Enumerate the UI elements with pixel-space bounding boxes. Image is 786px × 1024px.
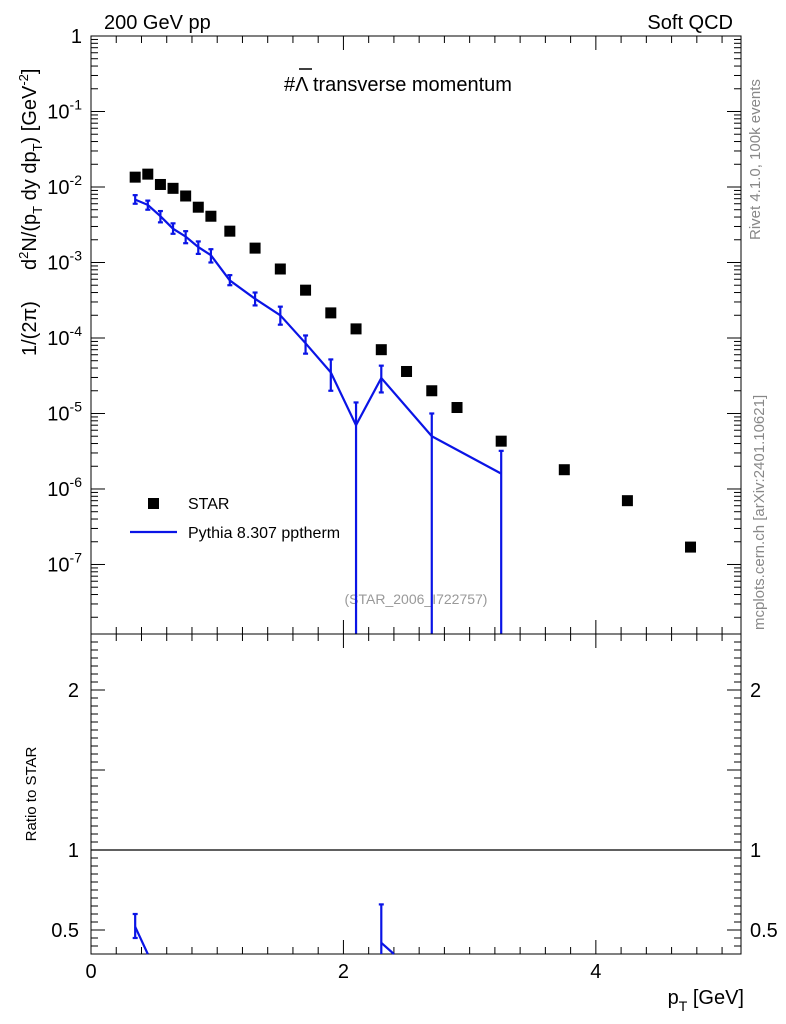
ratio-panel: 0.5 0.5 1 1 2 2 0 2 4 Ratio to STAR pT [GeV] (23, 633, 778, 1014)
tick-base: 1 (71, 26, 82, 48)
star-data-point (180, 190, 192, 202)
tick-base: 10 (47, 403, 69, 425)
title-prefix: # (284, 74, 296, 96)
y-axis-label-prefix: 1/(2π) (19, 301, 41, 356)
main-y-tick-label: 10-3 (47, 247, 82, 274)
main-frame (90, 35, 742, 635)
ratio-axis-ticks (90, 633, 741, 955)
legend-star-label: STAR (188, 496, 229, 513)
star-data-point (401, 365, 413, 377)
mcplots-label: mcplots.cern.ch [arXiv:2401.10621] (751, 395, 768, 630)
star-data-point (325, 307, 337, 319)
ylabel-sup-m2: -2 (16, 74, 31, 86)
tick-base: 10 (47, 479, 69, 501)
ratio-y-tick-label-right: 0.5 (750, 920, 778, 942)
ylabel-sub-t2: T (30, 143, 45, 151)
tick-base: 10 (47, 177, 69, 199)
xlabel-sub: T (679, 998, 688, 1014)
ratio-line-segment (134, 926, 149, 955)
ylabel-close: ] (19, 69, 41, 75)
star-data-point (495, 435, 507, 447)
star-data-point (167, 182, 179, 194)
x-axis-label: pT [GeV] (668, 987, 744, 1014)
star-data-point (300, 284, 312, 296)
tick-base: 10 (47, 554, 69, 576)
xlabel-unit: [GeV] (687, 987, 744, 1009)
star-data-point (205, 210, 217, 222)
ylabel-sup-2: 2 (16, 252, 31, 259)
main-y-tick-label: 1 (71, 26, 82, 48)
main-y-tick-label: 10-5 (47, 398, 82, 425)
analysis-watermark: (STAR_2006_I722757) (345, 591, 488, 607)
ylabel-n: N/(p (19, 214, 41, 252)
chart-title: #Λ transverse momentum (284, 74, 512, 96)
star-data-point (621, 495, 633, 507)
x-tick-label: 4 (590, 961, 601, 983)
title-symbol: Λ (295, 74, 309, 96)
tick-exponent: -7 (70, 549, 83, 565)
star-data-point (249, 242, 261, 254)
x-tick-label: 2 (338, 961, 349, 983)
y-axis-label: d2N/(pT dy dpT) [GeV-2] (16, 69, 45, 270)
legend-pythia-label: Pythia 8.307 pptherm (188, 525, 340, 542)
star-series (129, 168, 697, 553)
ratio-y-tick-label-right: 1 (750, 840, 761, 862)
main-y-tick-label: 10-6 (47, 474, 82, 501)
tick-base: 10 (47, 328, 69, 350)
ratio-y-tick-label-left: 1 (68, 840, 79, 862)
pythia-line (134, 198, 502, 475)
tick-exponent: -2 (70, 172, 83, 188)
tick-exponent: -3 (70, 247, 83, 263)
star-data-point (274, 263, 286, 275)
star-data-point (142, 168, 154, 180)
ratio-y-axis-label: Ratio to STAR (23, 746, 40, 841)
legend-star-marker (148, 498, 159, 509)
tick-exponent: -4 (70, 323, 83, 339)
tick-exponent: -5 (70, 398, 83, 414)
main-axis-ticks (90, 35, 741, 634)
star-data-point (558, 464, 570, 476)
xlabel-p: p (668, 987, 679, 1009)
energy-label: 200 GeV pp (104, 12, 211, 34)
ylabel-unit: ) [GeV (19, 85, 41, 143)
ylabel-dy: dy dp (19, 151, 41, 205)
ratio-y-tick-label-left: 0.5 (51, 920, 79, 942)
star-data-point (129, 171, 141, 183)
tick-base: 10 (47, 101, 69, 123)
star-data-point (350, 323, 362, 335)
main-y-tick-label: 10-4 (47, 323, 82, 350)
ratio-line-segment (380, 941, 395, 955)
main-y-tick-label: 10-2 (47, 172, 82, 199)
ratio-y-tick-labels: 0.5 0.5 1 1 2 2 (51, 680, 778, 942)
star-data-point (375, 344, 387, 356)
ratio-y-tick-label-left: 2 (68, 680, 79, 702)
ratio-y-tick-label-right: 2 (750, 680, 761, 702)
main-y-tick-label: 10-1 (47, 96, 82, 123)
spectrum-panel: 110-110-210-310-410-510-610-7 #Λ transve… (16, 26, 742, 635)
category-label: Soft QCD (647, 12, 733, 34)
x-tick-labels: 0 2 4 (85, 961, 601, 983)
tick-base: 10 (47, 252, 69, 274)
rivet-label: Rivet 4.1.0, 100k events (747, 79, 764, 240)
ylabel-sub-t1: T (30, 206, 45, 214)
pythia-series (132, 194, 504, 634)
legend: STAR Pythia 8.307 pptherm (130, 496, 340, 542)
star-data-point (154, 178, 166, 190)
star-data-point (224, 225, 236, 237)
title-rest: transverse momentum (307, 74, 512, 96)
star-data-point (451, 402, 463, 414)
star-data-point (685, 541, 697, 553)
ylabel-d: d (19, 259, 41, 270)
star-data-point (426, 385, 438, 397)
tick-exponent: -1 (70, 96, 83, 112)
ratio-series (91, 849, 741, 955)
tick-exponent: -6 (70, 474, 83, 490)
x-tick-label: 0 (85, 961, 96, 983)
main-y-tick-label: 10-7 (47, 549, 82, 576)
main-y-tick-labels: 110-110-210-310-410-510-610-7 (47, 26, 82, 576)
ratio-frame (90, 633, 742, 955)
star-data-point (192, 201, 204, 213)
